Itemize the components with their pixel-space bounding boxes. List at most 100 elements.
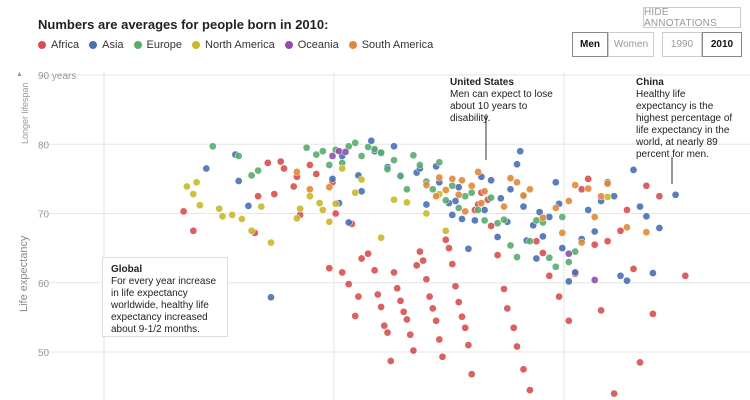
data-point-africa xyxy=(636,358,644,367)
data-point-africa xyxy=(373,290,382,299)
data-point-africa xyxy=(629,265,638,273)
data-point-africa xyxy=(519,365,528,374)
data-point-asia xyxy=(513,160,521,169)
data-point-south-america xyxy=(448,175,457,183)
data-point-south-america xyxy=(513,178,521,187)
data-point-europe xyxy=(318,147,327,156)
data-point-europe xyxy=(480,216,489,225)
data-point-asia xyxy=(464,244,473,253)
data-point-africa xyxy=(419,256,427,265)
data-point-asia xyxy=(616,271,625,280)
data-point-south-america xyxy=(467,181,476,190)
data-point-north-america xyxy=(267,238,275,247)
legend-item-asia: Asia xyxy=(89,39,124,51)
data-point-europe xyxy=(247,171,256,180)
annotation-united-states: United States Men can expect to lose abo… xyxy=(450,77,570,125)
data-point-africa xyxy=(263,159,272,167)
data-point-africa xyxy=(642,181,651,190)
data-point-africa xyxy=(513,342,521,351)
data-point-north-america xyxy=(377,233,385,242)
data-point-africa xyxy=(610,389,618,398)
data-point-europe xyxy=(506,241,515,250)
data-point-south-america xyxy=(477,199,486,207)
data-point-africa xyxy=(351,312,360,320)
data-point-africa xyxy=(189,226,198,235)
data-point-south-america xyxy=(306,185,314,194)
data-point-africa xyxy=(393,284,402,293)
data-point-asia xyxy=(610,192,618,201)
data-point-africa xyxy=(338,268,347,277)
legend-label: Oceania xyxy=(297,39,339,51)
data-point-africa xyxy=(270,190,279,198)
data-point-europe xyxy=(208,142,217,151)
legend-swatch xyxy=(348,41,357,49)
data-point-asia xyxy=(458,215,466,223)
legend-item-north-america: North America xyxy=(192,39,275,51)
annotation-global: Global For every year increase in life e… xyxy=(102,257,228,337)
chart-heading: Numbers are averages for people born in … xyxy=(38,17,329,32)
data-point-africa xyxy=(354,292,363,301)
data-point-north-america xyxy=(603,193,612,201)
data-point-africa xyxy=(458,312,466,321)
data-point-asia xyxy=(629,166,638,174)
legend-swatch xyxy=(133,41,142,49)
data-point-asia xyxy=(539,232,547,241)
data-point-africa xyxy=(539,249,547,257)
data-point-asia xyxy=(454,183,463,192)
year-2010-button[interactable]: 2010 xyxy=(702,32,742,57)
data-point-europe xyxy=(383,165,392,174)
y-tick-label: 80 xyxy=(38,140,50,151)
data-point-africa xyxy=(532,237,541,246)
legend-label: Africa xyxy=(51,39,80,51)
data-point-africa xyxy=(306,161,314,169)
data-point-asia xyxy=(649,269,657,277)
data-point-asia xyxy=(551,178,560,187)
data-point-south-america xyxy=(500,202,508,211)
data-point-north-america xyxy=(338,164,347,173)
data-point-south-america xyxy=(293,168,301,176)
data-point-europe xyxy=(234,152,243,160)
data-point-africa xyxy=(451,282,460,291)
data-point-africa xyxy=(409,346,418,355)
data-point-south-america xyxy=(435,173,444,182)
data-point-north-america xyxy=(351,188,360,197)
data-point-oceania xyxy=(341,148,350,156)
data-point-south-america xyxy=(474,168,482,176)
data-point-africa xyxy=(370,266,379,275)
data-point-africa xyxy=(396,296,405,305)
data-point-asia xyxy=(519,202,528,211)
data-point-oceania xyxy=(328,152,337,160)
data-point-africa xyxy=(564,316,573,325)
data-point-africa xyxy=(435,335,444,344)
annotation-title: Global xyxy=(111,264,143,275)
data-point-europe xyxy=(325,161,334,169)
data-point-africa xyxy=(649,310,657,318)
legend-label: South America xyxy=(361,39,434,51)
data-point-north-america xyxy=(218,212,227,221)
data-point-europe xyxy=(558,213,567,221)
data-point-europe xyxy=(545,253,554,262)
data-point-africa xyxy=(467,370,476,379)
data-point-africa xyxy=(312,170,321,178)
data-point-africa xyxy=(383,328,392,337)
data-point-africa xyxy=(416,247,424,256)
data-point-north-america xyxy=(357,175,366,184)
hide-annotations-button[interactable]: HIDE ANNOTATIONS xyxy=(643,7,741,29)
annotation-title: China xyxy=(636,77,664,88)
year-1990-button[interactable]: 1990 xyxy=(662,32,702,57)
data-point-north-america xyxy=(183,182,191,191)
data-point-north-america xyxy=(306,192,314,201)
data-point-europe xyxy=(357,152,366,160)
data-point-africa xyxy=(577,185,586,194)
data-point-africa xyxy=(325,264,334,273)
men-toggle-button[interactable]: Men xyxy=(572,32,608,57)
data-point-asia xyxy=(516,147,525,156)
women-toggle-button[interactable]: Women xyxy=(608,32,654,57)
data-point-north-america xyxy=(315,199,324,207)
data-point-south-america xyxy=(577,238,586,247)
data-point-south-america xyxy=(325,183,334,192)
data-point-asia xyxy=(496,194,505,203)
data-point-south-america xyxy=(571,181,580,189)
data-point-europe xyxy=(467,188,476,197)
